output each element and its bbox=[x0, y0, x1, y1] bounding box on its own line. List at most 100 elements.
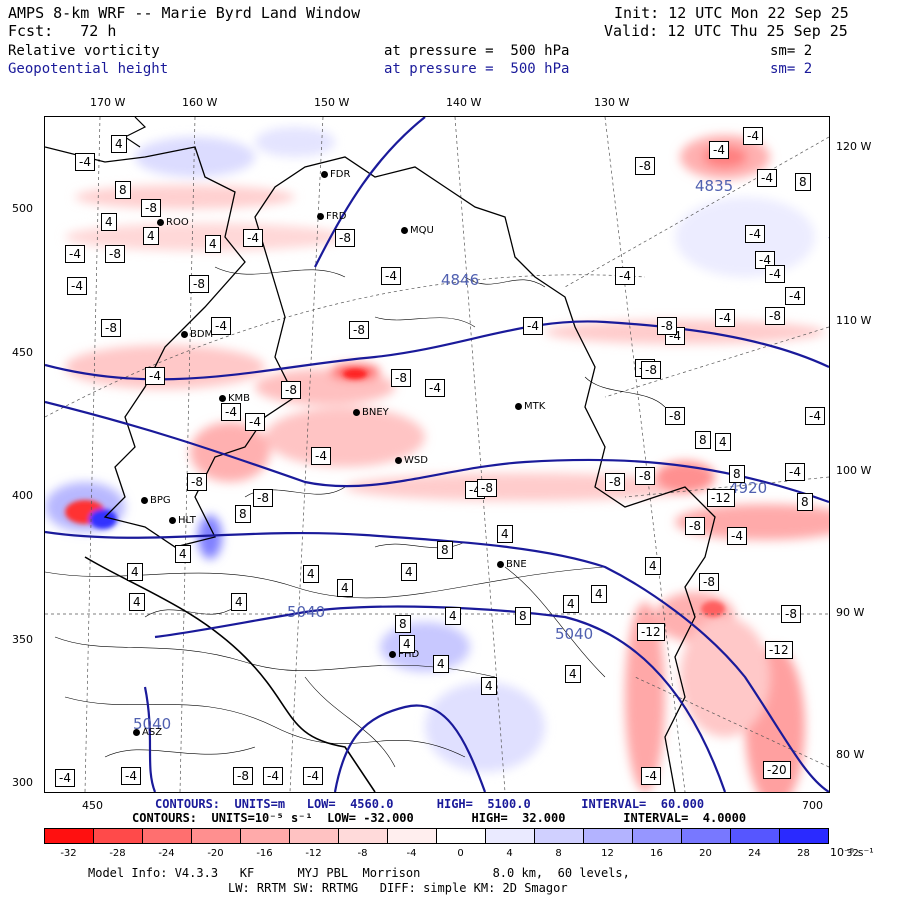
colorbar-tick-label: -20 bbox=[207, 848, 224, 859]
vorticity-label: -4 bbox=[523, 317, 543, 335]
colorbar-cell bbox=[681, 828, 731, 844]
station-marker: FDR bbox=[321, 169, 350, 180]
vorticity-label: -4 bbox=[785, 287, 805, 305]
right-lon-label: 100 W bbox=[836, 464, 872, 477]
colorbar-cell bbox=[44, 828, 94, 844]
colorbar-cell bbox=[240, 828, 290, 844]
station-marker: FRD bbox=[317, 211, 346, 222]
station-marker: ROO bbox=[157, 217, 189, 228]
vorticity-label: -4 bbox=[755, 251, 775, 269]
left-y-label: 450 bbox=[12, 346, 33, 359]
vorticity-label: -20 bbox=[763, 761, 791, 779]
valid-time: Valid: 12 UTC Thu 25 Sep 25 bbox=[604, 22, 848, 40]
vorticity-label: 4 bbox=[401, 563, 417, 581]
vorticity-label: 4 bbox=[129, 593, 145, 611]
vorticity-label: 4 bbox=[143, 227, 159, 245]
vorticity-label: 4 bbox=[303, 565, 319, 583]
colorbar-tick-label: -12 bbox=[305, 848, 322, 859]
height-contour-info: CONTOURS: UNITS=m LOW= 4560.0 HIGH= 5100… bbox=[155, 797, 705, 811]
vorticity-label: -8 bbox=[101, 319, 121, 337]
init-time: Init: 12 UTC Mon 22 Sep 25 bbox=[614, 4, 849, 22]
right-lon-label: 80 W bbox=[836, 748, 865, 761]
geopotential-contours bbox=[45, 117, 829, 792]
colorbar-cell bbox=[534, 828, 584, 844]
vorticity-label: -4 bbox=[765, 265, 785, 283]
colorbar-tick-label: 16 bbox=[650, 848, 663, 859]
vorticity-label: -4 bbox=[311, 447, 331, 465]
model-physics: LW: RRTM SW: RRTMG DIFF: simple KM: 2D S… bbox=[228, 881, 568, 895]
vorticity-label: -8 bbox=[699, 573, 719, 591]
colorbar-tick-label: 8 bbox=[555, 848, 562, 859]
height-label: 5040 bbox=[555, 625, 594, 643]
colorbar-tick-label: 4 bbox=[506, 848, 513, 859]
vorticity-label: 4 bbox=[565, 665, 581, 683]
colorbar-tick-label: 12 bbox=[601, 848, 614, 859]
left-y-label: 400 bbox=[12, 489, 33, 502]
vorticity-label: -8 bbox=[765, 307, 785, 325]
vorticity-label: 4 bbox=[715, 433, 731, 451]
vorticity-label: -8 bbox=[635, 157, 655, 175]
vorticity-label: -4 bbox=[743, 127, 763, 145]
vorticity-label: -4 bbox=[715, 309, 735, 327]
colorbar-cell bbox=[289, 828, 339, 844]
colorbar-cell bbox=[583, 828, 633, 844]
station-marker: MTK bbox=[515, 401, 545, 412]
vorticity-label: -8 bbox=[105, 245, 125, 263]
vorticity-label: -4 bbox=[245, 413, 265, 431]
vorticity-label: 4 bbox=[433, 655, 449, 673]
vorticity-label: -12 bbox=[707, 489, 735, 507]
colorbar-tick-label: -24 bbox=[158, 848, 175, 859]
vorticity-label: 4 bbox=[337, 579, 353, 597]
vorticity-label: -4 bbox=[425, 379, 445, 397]
latlon-grid bbox=[45, 117, 829, 792]
vorticity-label: -4 bbox=[709, 141, 729, 159]
vorticity-label: 4 bbox=[175, 545, 191, 563]
top-lon-label: 130 W bbox=[594, 96, 630, 109]
colorbar-cell bbox=[436, 828, 486, 844]
vorticity-label: 4 bbox=[101, 213, 117, 231]
vorticity-label: -4 bbox=[65, 245, 85, 263]
vorticity-label: -8 bbox=[335, 229, 355, 247]
colorbar-cell bbox=[779, 828, 829, 844]
vorticity-label: -8 bbox=[349, 321, 369, 339]
coastline bbox=[45, 146, 716, 792]
vorticity-label: 8 bbox=[437, 541, 453, 559]
field2-smoothing: sm= 2 bbox=[770, 61, 813, 77]
map-title: AMPS 8-km WRF -- Marie Byrd Land Window bbox=[8, 4, 361, 22]
station-marker: BPG bbox=[141, 495, 171, 506]
vorticity-label: -4 bbox=[805, 407, 825, 425]
vorticity-label: -4 bbox=[75, 153, 95, 171]
vorticity-label: -4 bbox=[641, 767, 661, 785]
forecast-hour: Fcst: 72 h bbox=[8, 22, 117, 40]
vorticity-label: 8 bbox=[797, 493, 813, 511]
colorbar-cell bbox=[191, 828, 241, 844]
top-lon-label: 160 W bbox=[182, 96, 218, 109]
colorbar-unit: 10⁻⁵ s⁻¹ bbox=[830, 846, 874, 859]
vorticity-label: 4 bbox=[127, 563, 143, 581]
right-lon-label: 110 W bbox=[836, 314, 872, 327]
field1-name: Relative vorticity bbox=[8, 43, 160, 59]
vorticity-label: -8 bbox=[781, 605, 801, 623]
field1-level: at pressure = 500 hPa bbox=[384, 43, 570, 59]
station-marker: MQU bbox=[401, 225, 434, 236]
vorticity-label: -4 bbox=[757, 169, 777, 187]
height-label: 4846 bbox=[441, 271, 480, 289]
vorticity-label: 8 bbox=[729, 465, 745, 483]
vorticity-label: -4 bbox=[727, 527, 747, 545]
colorbar-cell bbox=[93, 828, 143, 844]
vorticity-label: 4 bbox=[445, 607, 461, 625]
vorticity-label: 8 bbox=[395, 615, 411, 633]
vorticity-label: -4 bbox=[243, 229, 263, 247]
height-label: 4920 bbox=[729, 479, 768, 497]
vorticity-contour-info: CONTOURS: UNITS=10⁻⁵ s⁻¹ LOW= -32.000 HI… bbox=[132, 811, 747, 825]
colorbar-tick-label: -16 bbox=[256, 848, 273, 859]
vorticity-label: -4 bbox=[55, 769, 75, 787]
field1-smoothing: sm= 2 bbox=[770, 43, 813, 59]
height-label: 5040 bbox=[287, 603, 326, 621]
vorticity-label: -4 bbox=[67, 277, 87, 295]
vorticity-label: -8 bbox=[605, 473, 625, 491]
ice-shelf-edge bbox=[84, 556, 376, 792]
vorticity-label: -4 bbox=[381, 267, 401, 285]
vorticity-label: 8 bbox=[515, 607, 531, 625]
station-marker: HLT bbox=[169, 515, 196, 526]
